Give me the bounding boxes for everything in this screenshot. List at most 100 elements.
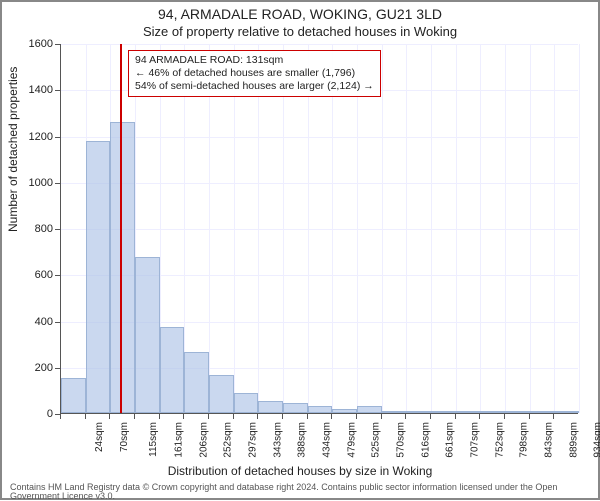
x-tick xyxy=(60,414,61,419)
x-tick xyxy=(208,414,209,419)
x-axis-label: Distribution of detached houses by size … xyxy=(2,464,598,478)
annotation-box: 94 ARMADALE ROAD: 131sqm← 46% of detache… xyxy=(128,50,381,97)
gridline-v xyxy=(308,44,309,413)
x-tick-label: 297sqm xyxy=(248,422,259,458)
histogram-bar xyxy=(332,409,357,413)
x-tick xyxy=(356,414,357,419)
x-tick xyxy=(455,414,456,419)
histogram-bar xyxy=(160,327,185,413)
histogram-bar xyxy=(61,378,86,413)
gridline-v xyxy=(505,44,506,413)
x-tick xyxy=(282,414,283,419)
gridline-v xyxy=(258,44,259,413)
y-tick xyxy=(55,183,60,184)
y-tick-label: 1200 xyxy=(13,131,53,143)
x-tick-label: 570sqm xyxy=(396,422,407,458)
y-tick xyxy=(55,137,60,138)
histogram-bar xyxy=(480,411,505,413)
attribution-text: Contains HM Land Registry data © Crown c… xyxy=(10,483,598,501)
x-tick xyxy=(159,414,160,419)
gridline-h xyxy=(61,229,578,230)
y-tick-label: 800 xyxy=(13,223,53,235)
histogram-bar xyxy=(554,411,579,413)
gridline-v xyxy=(209,44,210,413)
x-tick xyxy=(504,414,505,419)
histogram-bar xyxy=(234,393,259,413)
x-tick xyxy=(331,414,332,419)
histogram-bar xyxy=(382,411,407,413)
x-tick xyxy=(109,414,110,419)
chart-container: 94, ARMADALE ROAD, WOKING, GU21 3LD Size… xyxy=(0,0,600,500)
histogram-bar xyxy=(530,411,555,413)
annotation-line: 54% of semi-detached houses are larger (… xyxy=(135,80,374,93)
histogram-bar xyxy=(209,375,234,413)
x-tick-label: 115sqm xyxy=(148,422,159,457)
y-tick-label: 400 xyxy=(13,316,53,328)
gridline-v xyxy=(234,44,235,413)
x-tick-label: 70sqm xyxy=(119,422,130,452)
x-tick xyxy=(553,414,554,419)
x-tick-label: 525sqm xyxy=(371,422,382,458)
x-tick-label: 707sqm xyxy=(470,422,481,458)
annotation-line: ← 46% of detached houses are smaller (1,… xyxy=(135,67,374,80)
histogram-bar xyxy=(505,411,530,413)
gridline-v xyxy=(332,44,333,413)
y-tick xyxy=(55,368,60,369)
y-tick xyxy=(55,229,60,230)
x-tick xyxy=(405,414,406,419)
histogram-bar xyxy=(184,352,209,413)
gridline-v xyxy=(480,44,481,413)
histogram-bar xyxy=(86,141,111,413)
x-tick-label: 252sqm xyxy=(223,422,234,458)
x-tick xyxy=(529,414,530,419)
y-tick-label: 1600 xyxy=(13,38,53,50)
gridline-h xyxy=(61,137,578,138)
gridline-v xyxy=(357,44,358,413)
x-tick-label: 24sqm xyxy=(94,422,105,452)
y-tick-label: 0 xyxy=(13,408,53,420)
y-tick-label: 1000 xyxy=(13,177,53,189)
x-tick-label: 161sqm xyxy=(174,422,185,458)
y-tick xyxy=(55,44,60,45)
marker-line xyxy=(120,44,122,413)
x-tick-label: 934sqm xyxy=(593,422,600,458)
x-tick-label: 798sqm xyxy=(519,422,530,458)
x-tick-label: 434sqm xyxy=(322,422,333,458)
histogram-bar xyxy=(456,411,481,413)
x-tick xyxy=(233,414,234,419)
x-tick-label: 206sqm xyxy=(198,422,209,458)
histogram-bar xyxy=(308,406,333,413)
gridline-h xyxy=(61,183,578,184)
histogram-bar xyxy=(431,411,456,413)
x-tick-label: 661sqm xyxy=(445,422,456,458)
histogram-bar xyxy=(357,406,382,413)
x-tick-label: 616sqm xyxy=(420,422,431,458)
x-tick-label: 843sqm xyxy=(544,422,555,458)
histogram-bar xyxy=(110,122,135,413)
y-tick xyxy=(55,275,60,276)
histogram-bar xyxy=(258,401,283,413)
histogram-bar xyxy=(283,403,308,413)
y-tick xyxy=(55,322,60,323)
gridline-v xyxy=(530,44,531,413)
x-tick-label: 479sqm xyxy=(346,422,357,458)
x-tick-label: 752sqm xyxy=(494,422,505,458)
histogram-bar xyxy=(406,411,431,413)
y-tick-label: 1400 xyxy=(13,84,53,96)
gridline-v xyxy=(283,44,284,413)
gridline-v xyxy=(431,44,432,413)
x-tick xyxy=(430,414,431,419)
chart-title-1: 94, ARMADALE ROAD, WOKING, GU21 3LD xyxy=(2,6,598,22)
annotation-line: 94 ARMADALE ROAD: 131sqm xyxy=(135,54,374,67)
gridline-v xyxy=(456,44,457,413)
x-tick xyxy=(381,414,382,419)
plot-area: 94 ARMADALE ROAD: 131sqm← 46% of detache… xyxy=(60,44,578,414)
x-tick xyxy=(134,414,135,419)
x-tick xyxy=(183,414,184,419)
y-tick-label: 200 xyxy=(13,362,53,374)
x-tick xyxy=(307,414,308,419)
y-tick-label: 600 xyxy=(13,269,53,281)
x-tick-label: 343sqm xyxy=(272,422,283,458)
x-tick-label: 889sqm xyxy=(568,422,579,458)
gridline-v xyxy=(554,44,555,413)
